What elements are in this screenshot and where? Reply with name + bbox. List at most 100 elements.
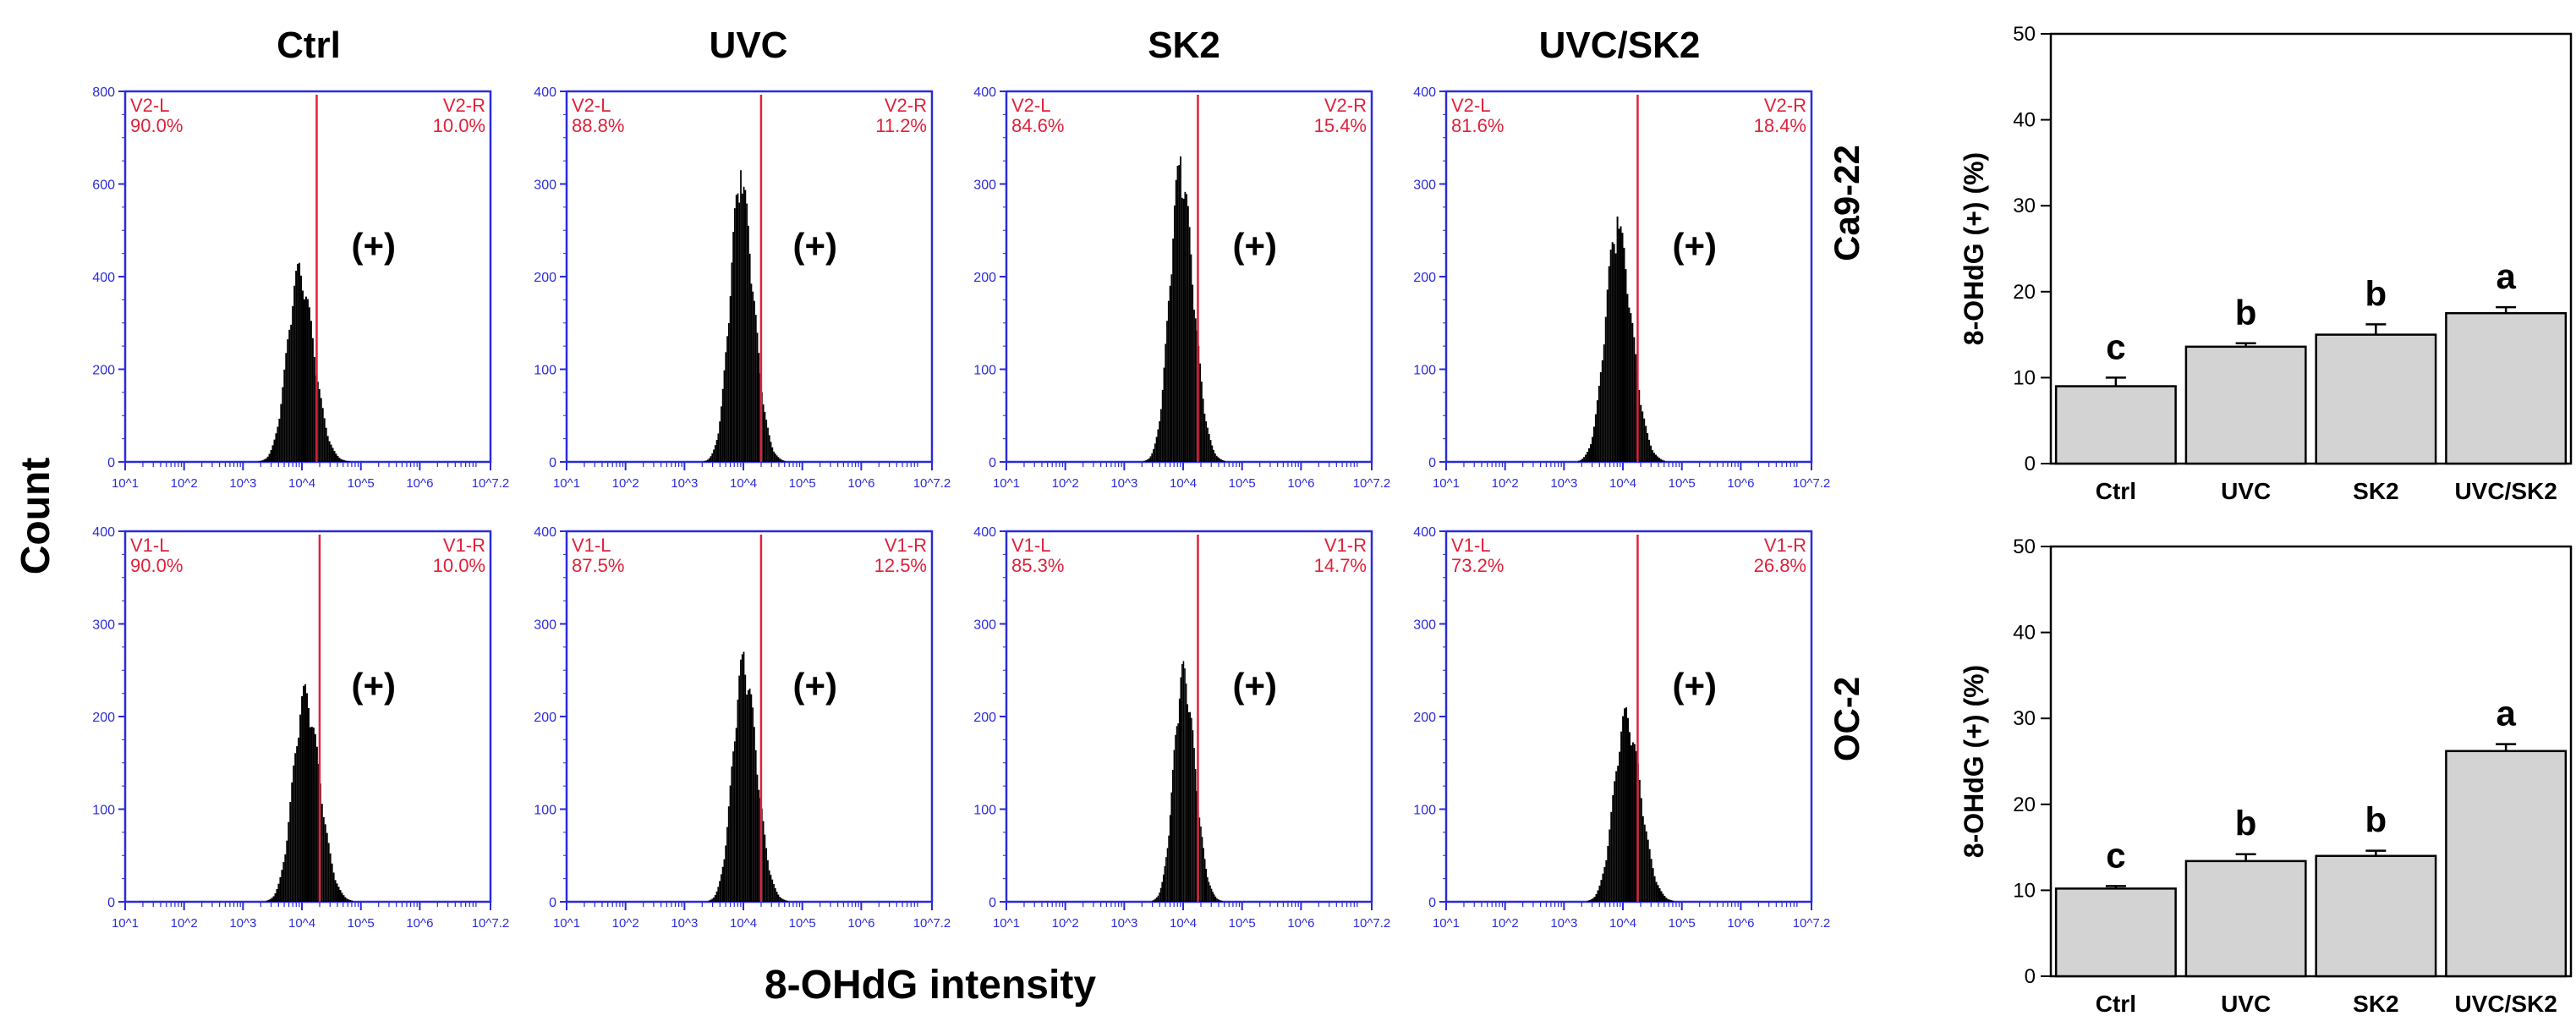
- histogram-bin: [278, 418, 281, 462]
- histogram-bin: [771, 879, 774, 902]
- histogram-y-tick-label: 600: [92, 178, 115, 193]
- histogram-x-tick-label: 10^6: [1727, 916, 1754, 931]
- positive-region-marker: (+): [1673, 226, 1718, 266]
- histogram-bin: [737, 193, 739, 462]
- group-label-uvc: UVC: [710, 25, 788, 66]
- histogram-bin: [343, 460, 346, 462]
- histogram-bin: [287, 339, 289, 462]
- histogram-x-tick-label: 10^5: [1229, 476, 1256, 491]
- histogram-bin: [332, 448, 334, 462]
- bar-category-label: UVC/SK2: [2454, 991, 2557, 1017]
- gate-right-percent: 10.0%: [433, 115, 485, 136]
- bar-y-tick-label: 40: [2013, 622, 2036, 645]
- histogram-bin: [1178, 165, 1181, 462]
- histogram-x-tick-label: 10^1: [112, 916, 139, 931]
- histogram-bin: [283, 369, 286, 462]
- histogram-bin: [314, 733, 316, 902]
- histogram-bin: [269, 898, 271, 902]
- histogram-y-tick-label: 200: [973, 271, 996, 285]
- histogram-bin: [1609, 829, 1611, 902]
- histogram-x-tick-label: 10^5: [348, 476, 375, 491]
- histogram-bin: [1205, 869, 1208, 902]
- histogram-bin: [762, 404, 765, 462]
- histogram-bin: [266, 900, 268, 902]
- histogram-bin: [1178, 698, 1181, 902]
- histogram-bin: [265, 458, 267, 462]
- histogram-panel-ca9-22-uvc: 0 100 200 300 400 10^1 10^2 10^3 10^4 10^5 10^6 10^…: [534, 85, 951, 491]
- histogram-bin: [1181, 197, 1183, 462]
- intensity-axis-label: 8-OHdG intensity: [765, 963, 1096, 1008]
- histogram-bin: [1621, 233, 1624, 462]
- histogram-x-tick-label: 10^2: [171, 476, 198, 491]
- histogram-bin: [1625, 707, 1628, 902]
- gate-right-label: V1-R: [885, 535, 927, 556]
- histogram-bin: [1590, 899, 1592, 902]
- histogram-bin: [705, 460, 708, 462]
- histogram-bin: [752, 707, 754, 902]
- group-label-uvc-sk2: UVC/SK2: [1539, 25, 1701, 66]
- histogram-x-tick-label: 10^1: [1433, 916, 1460, 931]
- bar-chart-frame: [2049, 32, 2573, 465]
- histogram-y-tick-label: 100: [973, 804, 996, 818]
- gate-right-percent: 14.7%: [1314, 555, 1367, 576]
- histogram-bin: [258, 461, 260, 462]
- histogram-y-tick-label: 400: [973, 85, 996, 100]
- histogram-bin: [1200, 827, 1202, 902]
- histogram-x-tick-label: 10^7.2: [1353, 476, 1391, 491]
- histogram-x-tick-label: 10^1: [1433, 476, 1460, 491]
- histogram-x-tick-label: 10^1: [993, 916, 1020, 931]
- histogram-bin: [324, 824, 326, 902]
- gate-left-percent: 90.0%: [130, 115, 183, 136]
- histogram-bin: [1207, 427, 1209, 462]
- gate-left-label: V2-L: [1451, 95, 1490, 116]
- histogram-bin: [708, 458, 710, 462]
- gate-right-label: V1-R: [1324, 535, 1367, 556]
- histogram-bin: [276, 889, 278, 902]
- histogram-bin: [1622, 716, 1625, 902]
- histogram-bin: [714, 445, 716, 462]
- histogram-bin: [754, 750, 757, 902]
- histogram-bin: [1655, 881, 1658, 902]
- histogram-x-tick-label: 10^4: [1170, 476, 1197, 491]
- histogram-bin: [1625, 269, 1627, 462]
- histogram-bin: [711, 898, 714, 902]
- histogram-bin: [301, 695, 304, 902]
- histogram-bin: [727, 806, 730, 902]
- histogram-bin: [708, 900, 710, 902]
- histogram-bin: [1155, 437, 1158, 462]
- histogram-bin: [315, 746, 318, 902]
- histogram-bin: [281, 870, 283, 902]
- histogram-y-tick-label: 0: [549, 456, 556, 470]
- histogram-x-tick-label: 10^7.2: [913, 916, 951, 931]
- histogram-bin: [304, 296, 307, 462]
- histogram-bin: [304, 299, 305, 462]
- histogram-bin: [310, 727, 313, 902]
- histogram-bin: [1638, 779, 1641, 902]
- histogram-bin: [754, 727, 755, 902]
- histogram-bin: [1221, 459, 1224, 462]
- histogram-bin: [1202, 398, 1204, 462]
- histogram-bin: [707, 459, 709, 462]
- significance-letter: a: [2496, 694, 2516, 733]
- histogram-bin: [1207, 876, 1209, 902]
- histogram-bin: [345, 460, 348, 462]
- histogram-bin: [1635, 354, 1637, 462]
- histogram-panel-oc-2-uvc-sk2: 0 100 200 300 400 10^1 10^2 10^3 10^4 10^5 10^6 10^…: [1413, 525, 1830, 931]
- histogram-bin: [1656, 456, 1658, 462]
- histogram-bin: [326, 436, 329, 462]
- histogram-bin: [1220, 459, 1222, 462]
- histogram-x-tick-label: 10^7.2: [1353, 916, 1391, 931]
- histogram-bin: [271, 898, 273, 902]
- histogram-bin: [1665, 898, 1668, 902]
- histogram-bin: [1663, 460, 1665, 462]
- gate-right-label: V2-R: [1764, 95, 1806, 116]
- histogram-bin: [308, 307, 310, 462]
- histogram-bin: [290, 324, 293, 462]
- histogram-bin: [1617, 766, 1620, 902]
- histogram-bin: [1667, 898, 1669, 902]
- histogram-bin: [729, 785, 732, 902]
- histogram-bin: [1192, 730, 1194, 902]
- histogram-bin: [1609, 250, 1612, 462]
- histogram-bin: [787, 900, 788, 902]
- histogram-bin: [1592, 898, 1594, 902]
